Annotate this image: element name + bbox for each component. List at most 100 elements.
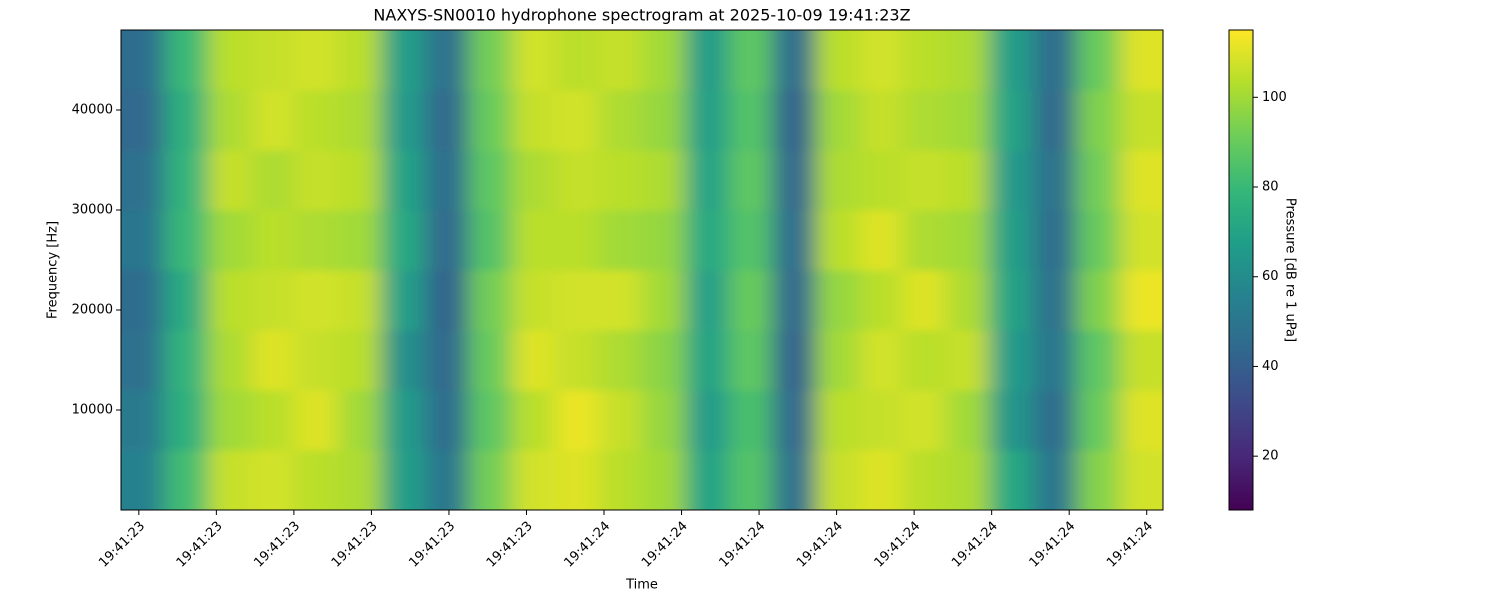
heatmap-cell xyxy=(728,450,773,510)
heatmap-cell xyxy=(121,270,165,331)
heatmap-cell xyxy=(164,30,209,91)
heatmap-cell xyxy=(598,90,643,151)
x-tick-label: 19:41:24 xyxy=(1104,519,1156,571)
heatmap-cell xyxy=(511,270,556,331)
heatmap-cell xyxy=(598,330,643,391)
x-tick-label: 19:41:23 xyxy=(329,519,381,571)
heatmap-cell xyxy=(294,450,339,510)
heatmap-cell xyxy=(945,30,990,91)
heatmap-cell xyxy=(294,30,339,91)
heatmap-cell xyxy=(685,150,730,211)
heatmap-cell xyxy=(728,270,773,331)
colorbar-tick-label: 80 xyxy=(1262,180,1279,195)
heatmap-cell xyxy=(902,270,947,331)
heatmap-cell xyxy=(381,210,426,271)
heatmap-cell xyxy=(685,30,730,91)
heatmap-cell xyxy=(251,270,296,331)
heatmap-cell xyxy=(251,210,296,271)
heatmap-cell xyxy=(728,30,773,91)
heatmap-cell xyxy=(338,330,382,391)
heatmap-cell xyxy=(424,210,469,271)
x-tick-label: 19:41:23 xyxy=(484,519,536,571)
heatmap-cell xyxy=(251,90,296,151)
heatmap-cell xyxy=(207,30,252,91)
heatmap-cell xyxy=(511,210,556,271)
heatmap-cell xyxy=(511,330,556,391)
heatmap-cell xyxy=(294,210,339,271)
heatmap-cell xyxy=(294,270,339,331)
heatmap-cell xyxy=(121,330,165,391)
heatmap-cell xyxy=(1076,210,1121,271)
heatmap-cell xyxy=(251,390,296,451)
heatmap-cell xyxy=(424,90,469,151)
heatmap-cell xyxy=(1119,450,1163,510)
heatmap-cell xyxy=(989,90,1034,151)
heatmap-cell xyxy=(468,90,513,151)
heatmap-cell xyxy=(1119,390,1163,451)
heatmap-cell xyxy=(207,150,252,211)
heatmap-cell xyxy=(989,390,1034,451)
heatmap-cell xyxy=(1032,150,1077,211)
heatmap-cell xyxy=(1119,90,1163,151)
x-axis-label: Time xyxy=(625,578,658,593)
heatmap-cell xyxy=(989,330,1034,391)
heatmap-cell xyxy=(555,390,600,451)
heatmap-cell xyxy=(642,210,686,271)
heatmap-cell xyxy=(902,30,947,91)
heatmap-cell xyxy=(902,330,947,391)
heatmap-cell xyxy=(1119,210,1163,271)
x-tick-label: 19:41:23 xyxy=(251,519,303,571)
x-tick-label: 19:41:24 xyxy=(639,519,691,571)
heatmap-cell xyxy=(815,90,860,151)
heatmap-cell xyxy=(728,90,773,151)
heatmap-cell xyxy=(338,150,382,211)
heatmap-cell xyxy=(164,90,209,151)
colorbar-tick-label: 20 xyxy=(1262,449,1279,464)
heatmap-cell xyxy=(859,150,903,211)
x-tick-label: 19:41:23 xyxy=(406,519,458,571)
heatmap-cell xyxy=(598,210,643,271)
heatmap-cell xyxy=(945,390,990,451)
heatmap-cell xyxy=(902,150,947,211)
heatmap-cell xyxy=(251,450,296,510)
heatmap-cell xyxy=(642,330,686,391)
heatmap-cell xyxy=(1032,390,1077,451)
y-tick-label: 20000 xyxy=(72,303,113,318)
heatmap-cell xyxy=(989,210,1034,271)
heatmap-cell xyxy=(207,390,252,451)
colorbar-tick-label: 60 xyxy=(1262,269,1279,284)
heatmap-cell xyxy=(555,150,600,211)
x-tick-label: 19:41:24 xyxy=(794,519,846,571)
x-tick-label: 19:41:24 xyxy=(1027,519,1079,571)
colorbar xyxy=(1228,29,1254,511)
heatmap-cell xyxy=(772,30,817,91)
heatmap-cell xyxy=(555,270,600,331)
y-axis-label: Frequency [Hz] xyxy=(46,221,61,319)
heatmap-cell xyxy=(207,210,252,271)
heatmap-cell xyxy=(164,270,209,331)
heatmap-cell xyxy=(381,390,426,451)
heatmap-cell xyxy=(164,330,209,391)
heatmap-cell xyxy=(207,330,252,391)
heatmap-cell xyxy=(381,330,426,391)
heatmap-cell xyxy=(598,270,643,331)
heatmap-cell xyxy=(381,90,426,151)
y-tick-label: 30000 xyxy=(72,203,113,218)
heatmap-cell xyxy=(598,450,643,510)
heatmap xyxy=(121,30,1163,510)
colorbar-label: Pressure [dB re 1 uPa] xyxy=(1283,198,1298,342)
heatmap-cell xyxy=(598,390,643,451)
heatmap-cell xyxy=(121,210,165,271)
heatmap-cell xyxy=(902,390,947,451)
heatmap-cell xyxy=(1032,330,1077,391)
heatmap-cell xyxy=(294,330,339,391)
x-tick-label: 19:41:23 xyxy=(174,519,226,571)
heatmap-cell xyxy=(815,210,860,271)
heatmap-cell xyxy=(555,450,600,510)
heatmap-cell xyxy=(424,450,469,510)
heatmap-cell xyxy=(468,450,513,510)
heatmap-cell xyxy=(294,150,339,211)
heatmap-cell xyxy=(1032,30,1077,91)
heatmap-cells xyxy=(121,30,1163,510)
heatmap-cell xyxy=(1032,450,1077,510)
